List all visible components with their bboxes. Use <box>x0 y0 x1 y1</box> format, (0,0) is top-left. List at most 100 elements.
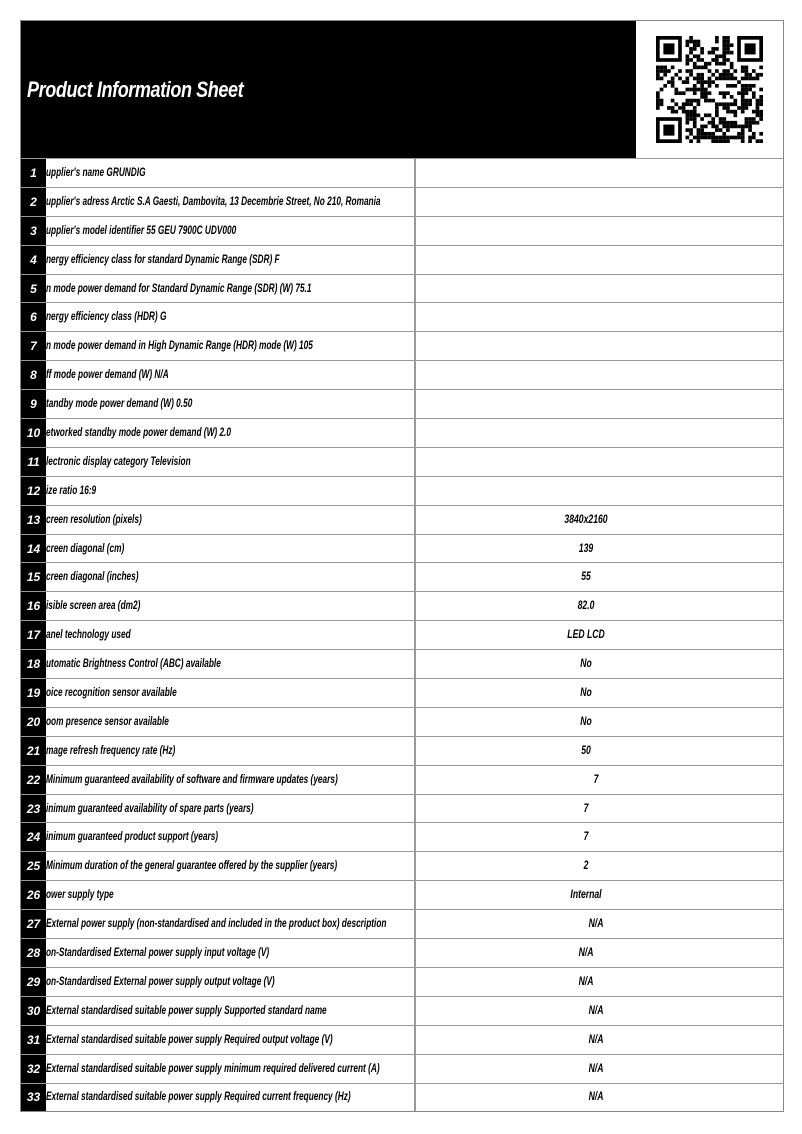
row-value-cell: 55 <box>416 563 783 591</box>
table-row: 33 External standardised suitable power … <box>21 1082 783 1112</box>
row-value: 3840x2160 <box>564 513 608 526</box>
row-label: External standardised suitable power sup… <box>46 1025 416 1054</box>
table-row: 29 on-Standardised External power supply… <box>21 966 783 996</box>
header: Product Information Sheet <box>21 21 783 158</box>
row-number: 25 <box>21 852 46 881</box>
row-number: 1 <box>21 159 46 187</box>
table-row: 30 External standardised suitable power … <box>21 995 783 1025</box>
row-label: External power supply (non-standardised … <box>46 910 416 939</box>
page-title: Product Information Sheet <box>27 77 244 102</box>
row-label: utomatic Brightness Control (ABC) availa… <box>46 650 416 679</box>
row-label-text: inimum guaranteed availability of spare … <box>46 802 254 815</box>
row-number: 31 <box>21 1025 46 1054</box>
table-row: 14 creen diagonal (cm) 139 <box>21 533 783 563</box>
row-label-text: nergy efficiency class (HDR) G <box>46 311 167 324</box>
row-number: 14 <box>21 534 46 563</box>
table-row: 10 etworked standby mode power demand (W… <box>21 418 783 447</box>
row-number: 12 <box>21 476 46 505</box>
table-row: 7 n mode power demand in High Dynamic Ra… <box>21 331 783 361</box>
row-label-text: inimum guaranteed product support (years… <box>46 831 219 844</box>
row-number: 26 <box>21 881 46 910</box>
table-row: 4 nergy efficiency class for standard Dy… <box>21 244 783 274</box>
row-value: 82.0 <box>577 600 595 613</box>
row-label: tandby mode power demand (W) 0.50 <box>46 390 416 419</box>
row-label: anel technology used <box>46 621 416 650</box>
row-value-cell: N/A <box>416 968 783 996</box>
row-label-text: etworked standby mode power demand (W) 2… <box>46 426 231 439</box>
table-row: 5 n mode power demand for Standard Dynam… <box>21 273 783 303</box>
row-label: upplier's model identifier 55 GEU 7900C … <box>46 216 416 245</box>
row-label: isible screen area (dm2) <box>46 592 416 621</box>
row-label-text: n mode power demand for Standard Dynamic… <box>46 282 312 295</box>
row-number: 30 <box>21 996 46 1025</box>
table-row: 1 upplier's name GRUNDIG <box>21 158 783 187</box>
row-label: etworked standby mode power demand (W) 2… <box>46 419 416 447</box>
row-value-cell: Internal <box>416 881 783 909</box>
row-label: on-Standardised External power supply in… <box>46 939 416 967</box>
row-label-text: upplier's name GRUNDIG <box>46 166 146 179</box>
row-number: 24 <box>21 823 46 852</box>
row-label: External standardised suitable power sup… <box>46 1054 416 1083</box>
row-label-text: lectronic display category Television <box>46 455 191 468</box>
row-label-text: External standardised suitable power sup… <box>46 1091 351 1104</box>
row-number: 10 <box>21 419 46 447</box>
row-value-cell <box>416 275 783 303</box>
row-value: 55 <box>581 571 591 584</box>
row-label-text: ff mode power demand (W) N/A <box>46 369 169 382</box>
row-label-text: on-Standardised External power supply ou… <box>46 975 275 988</box>
row-label: oice recognition sensor available <box>46 679 416 707</box>
row-number: 18 <box>21 650 46 679</box>
row-label-text: tandby mode power demand (W) 0.50 <box>46 398 193 411</box>
row-value-cell: No <box>416 650 783 678</box>
row-value: LED LCD <box>567 629 605 642</box>
row-value: No <box>580 715 592 728</box>
table-row: 11 lectronic display category Television <box>21 446 783 476</box>
row-number: 2 <box>21 187 46 216</box>
row-value: N/A <box>588 918 604 931</box>
row-value-cell <box>416 361 783 389</box>
row-number: 27 <box>21 910 46 939</box>
row-label-text: n mode power demand in High Dynamic Rang… <box>46 340 313 353</box>
row-label: inimum guaranteed availability of spare … <box>46 794 416 823</box>
row-value-cell <box>416 303 783 331</box>
row-label-text: External standardised suitable power sup… <box>46 1004 327 1017</box>
row-value-cell <box>416 246 783 274</box>
row-label-text: utomatic Brightness Control (ABC) availa… <box>46 658 221 671</box>
table-row: 20 oom presence sensor available No <box>21 706 783 736</box>
table-row: 6 nergy efficiency class (HDR) G <box>21 302 783 332</box>
row-number: 4 <box>21 245 46 274</box>
table-row: 25 Minimum duration of the general guara… <box>21 851 783 881</box>
row-label: creen resolution (pixels) <box>46 505 416 534</box>
row-label-text: creen diagonal (cm) <box>46 542 125 555</box>
row-value-cell: 7 <box>416 766 783 794</box>
row-label-text: mage refresh frequency rate (Hz) <box>46 744 176 757</box>
row-value-cell: N/A <box>416 910 783 938</box>
row-number: 17 <box>21 621 46 650</box>
row-label: External standardised suitable power sup… <box>46 996 416 1025</box>
table-row: 3 upplier's model identifier 55 GEU 7900… <box>21 215 783 245</box>
row-label-text: anel technology used <box>46 629 131 642</box>
row-label-text: isible screen area (dm2) <box>46 600 141 613</box>
row-label: inimum guaranteed product support (years… <box>46 823 416 852</box>
row-value-cell <box>416 332 783 360</box>
row-label-text: on-Standardised External power supply in… <box>46 946 270 959</box>
row-number: 6 <box>21 303 46 332</box>
row-value-cell: N/A <box>416 1084 783 1112</box>
row-number: 21 <box>21 736 46 765</box>
row-number: 22 <box>21 765 46 794</box>
table-row: 22 Minimum guaranteed availability of so… <box>21 764 783 794</box>
table-row: 13 creen resolution (pixels) 3840x2160 <box>21 504 783 534</box>
row-value-cell: No <box>416 708 783 736</box>
row-number: 5 <box>21 274 46 303</box>
row-label-text: ower supply type <box>46 889 114 902</box>
row-number: 20 <box>21 707 46 736</box>
row-value: N/A <box>578 975 594 988</box>
row-label: lectronic display category Television <box>46 447 416 476</box>
row-number: 3 <box>21 216 46 245</box>
row-label: mage refresh frequency rate (Hz) <box>46 736 416 765</box>
row-label: upplier's adress Arctic S.A Gaesti, Damb… <box>46 187 416 216</box>
table-row: 12 ize ratio 16:9 <box>21 475 783 505</box>
row-label: n mode power demand in High Dynamic Rang… <box>46 332 416 361</box>
row-label: ower supply type <box>46 881 416 910</box>
row-value: 2 <box>583 860 589 873</box>
